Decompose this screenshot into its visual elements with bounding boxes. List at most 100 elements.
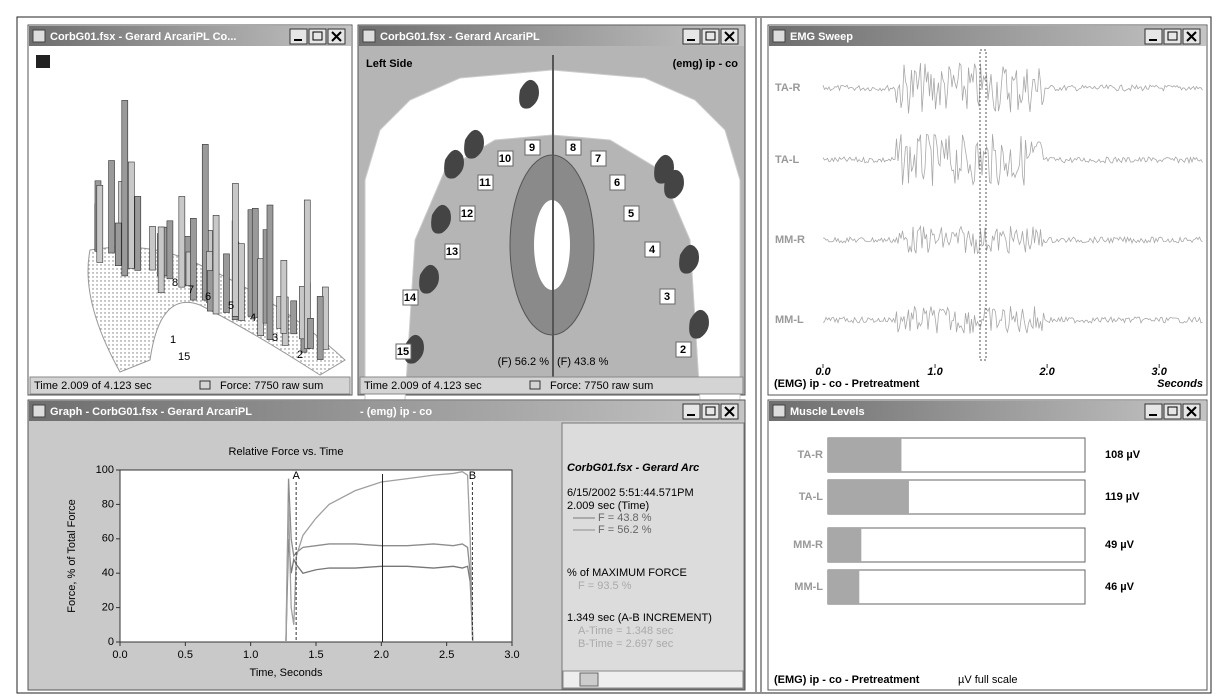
force-column [97, 185, 103, 262]
tooth-label: 8 [172, 277, 178, 289]
channel-label: TA-R [798, 449, 824, 461]
level-bar [828, 570, 859, 604]
tooth-label: 4 [649, 244, 656, 256]
maximize-button[interactable] [309, 29, 326, 44]
x-tick-label: 2.0 [1038, 366, 1055, 378]
force-column [213, 215, 219, 314]
y-tick-label: 40 [102, 567, 114, 579]
info-timestamp: 6/15/2002 5:51:44.571PM [567, 487, 694, 499]
force-column [308, 318, 314, 348]
channel-label: MM-R [793, 539, 823, 551]
window-title: Graph - CorbG01.fsx - Gerard ArcariPL [50, 406, 252, 418]
level-bar [828, 528, 861, 562]
channel-label: TA-L [799, 491, 824, 503]
tooth-label: 6 [614, 177, 620, 189]
force-column [135, 196, 141, 270]
level-bar [828, 438, 901, 472]
window-icon [33, 30, 45, 42]
window-icon [363, 30, 375, 42]
right-side-label: (emg) ip - co [673, 58, 739, 70]
window-title: EMG Sweep [790, 31, 853, 43]
x-tick-label: 3.0 [504, 649, 519, 661]
x-tick-label: 0.0 [112, 649, 127, 661]
tooth-label: 10 [499, 153, 511, 165]
window-icon [773, 405, 785, 417]
level-value: 108 µV [1105, 449, 1141, 461]
minimize-button[interactable] [683, 404, 700, 419]
window-title: CorbG01.fsx - Gerard ArcariPL Co... [50, 31, 236, 43]
force-column [150, 226, 156, 270]
window-title: CorbG01.fsx - Gerard ArcariPL [380, 31, 540, 43]
y-tick-label: 0 [108, 636, 114, 648]
y-axis-title: Force, % of Total Force [66, 499, 78, 613]
x-tick-label: 3.0 [1152, 366, 1168, 378]
minimize-button[interactable] [290, 29, 307, 44]
rotate-icon [36, 55, 50, 68]
force-column [128, 162, 134, 268]
force-column [167, 221, 173, 279]
screenshot: CorbG01.fsx - Gerard ArcariPL Co... 8 7 6 5 4… [0, 0, 1217, 698]
maximize-button[interactable] [1164, 404, 1181, 419]
tooth-label: 9 [529, 142, 535, 154]
maximize-button[interactable] [702, 29, 719, 44]
legend-entry: F = 56.2 % [598, 524, 652, 536]
scroll-thumb[interactable] [580, 673, 598, 686]
channel-label: MM-R [775, 234, 805, 246]
force-column [115, 223, 121, 266]
tooth-label: 15 [178, 351, 190, 363]
force-column [252, 208, 258, 317]
x-tick-label: 2.0 [374, 649, 389, 661]
minimize-button[interactable] [683, 29, 700, 44]
window-title: Muscle Levels [790, 406, 865, 418]
y-tick-label: 20 [102, 602, 114, 614]
tooth-label: 11 [479, 177, 491, 189]
tooth-label: 7 [595, 153, 601, 165]
maximize-button[interactable] [1164, 29, 1181, 44]
window-frame [768, 25, 1207, 395]
tooth-label: 5 [228, 300, 234, 312]
info-file: CorbG01.fsx - Gerard Arc [567, 462, 699, 474]
marker-label: B [469, 470, 476, 482]
force-column [281, 260, 287, 333]
info-a-time: A-Time = 1.348 sec [578, 625, 674, 637]
info-b-time: B-Time = 2.697 sec [578, 638, 674, 650]
levels-footer-note: µV full scale [958, 674, 1018, 686]
channel-label: TA-R [775, 82, 801, 94]
force-column [232, 183, 238, 316]
tooth-label: 4 [250, 312, 256, 324]
force-column [267, 205, 273, 340]
window-icon [773, 30, 785, 42]
tooth-label: 5 [628, 208, 634, 220]
emg-footer: (EMG) ip - co - Pretreatment [774, 378, 920, 390]
right-percent: (F) 43.8 % [557, 356, 609, 368]
tooth-label: 8 [570, 142, 576, 154]
window-icon [33, 405, 45, 417]
x-tick-label: 1.0 [243, 649, 258, 661]
x-tick-label: 1.0 [927, 366, 943, 378]
level-bar [828, 480, 909, 514]
info-max-heading: % of MAXIMUM FORCE [567, 567, 687, 579]
info-increment: 1.349 sec (A-B INCREMENT) [567, 612, 712, 624]
minimize-button[interactable] [1145, 404, 1162, 419]
minimize-button[interactable] [1145, 29, 1162, 44]
window-title-suffix: - (emg) ip - co [360, 406, 432, 418]
x-axis-label: Seconds [1157, 378, 1203, 390]
force-column [109, 161, 115, 254]
chart-title: Relative Force vs. Time [229, 446, 344, 458]
x-tick-label: 0.0 [815, 366, 831, 378]
tooth-label: 2 [680, 344, 686, 356]
x-axis-title: Time, Seconds [250, 667, 323, 679]
tooth-label: 3 [272, 332, 278, 344]
tooth-label: 1 [170, 334, 176, 346]
level-box [828, 570, 1085, 604]
tooth-label: 15 [397, 346, 409, 358]
tooth-label: 12 [461, 208, 473, 220]
channel-label: MM-L [775, 314, 804, 326]
force-column [122, 100, 128, 275]
x-tick-label: 1.5 [308, 649, 323, 661]
left-side-label: Left Side [366, 58, 412, 70]
plot-area [120, 470, 512, 642]
legend-entry: F = 93.5 % [578, 580, 632, 592]
maximize-button[interactable] [702, 404, 719, 419]
tooth-label: 14 [404, 292, 417, 304]
